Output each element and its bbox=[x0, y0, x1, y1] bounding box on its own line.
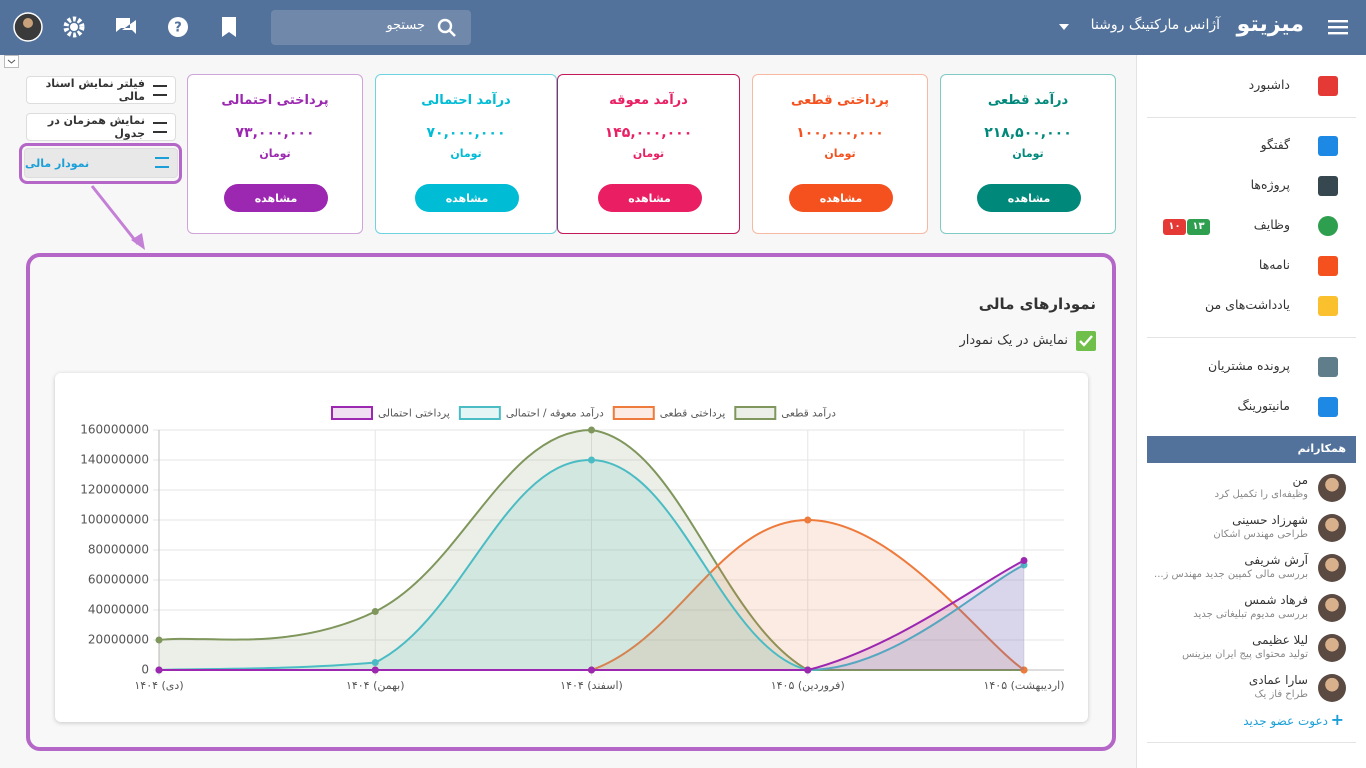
card-title: پرداختی قطعی bbox=[790, 93, 890, 108]
nav-item[interactable]: داشبورد bbox=[1248, 77, 1290, 92]
colleague-name[interactable]: لیلا عظیمی bbox=[1252, 633, 1308, 647]
colleague-status: طراح فاز یک bbox=[1254, 689, 1308, 700]
brand[interactable]: میزیتو bbox=[1236, 12, 1304, 37]
chart-card bbox=[55, 373, 1088, 722]
colleagues-title: همکارانم bbox=[1297, 442, 1346, 455]
summary-card: درآمد احتمالی ۷۰,۰۰۰,۰۰۰ تومان مشاهده bbox=[375, 74, 557, 234]
settings-icon[interactable] bbox=[63, 16, 85, 38]
card-amount: ۱۰۰,۰۰۰,۰۰۰ bbox=[796, 125, 884, 141]
highlight-frame bbox=[19, 143, 182, 184]
view-button[interactable]: مشاهده bbox=[977, 184, 1081, 212]
card-title: درآمد احتمالی bbox=[421, 93, 511, 108]
view-button[interactable]: مشاهده bbox=[597, 184, 702, 212]
help-icon[interactable] bbox=[168, 17, 188, 37]
invite-plus: + bbox=[1330, 710, 1344, 729]
search-icon bbox=[437, 18, 456, 37]
top-icons: ? bbox=[13, 12, 236, 42]
card-unit: تومان bbox=[824, 147, 856, 160]
colleague-avatar[interactable] bbox=[1318, 634, 1346, 662]
colleague-status: تولید محتوای پیج ایران بیزینس bbox=[1182, 649, 1308, 660]
summary-card: پرداختی احتمالی ۷۳,۰۰۰,۰۰۰ تومان مشاهده bbox=[187, 74, 363, 234]
nav-icon bbox=[1318, 357, 1338, 377]
card-amount: ۱۴۵,۰۰۰,۰۰۰ bbox=[604, 125, 693, 141]
search-box[interactable]: جستجو bbox=[271, 10, 471, 45]
nav-item[interactable]: وظایف bbox=[1253, 217, 1290, 232]
card-unit: تومان bbox=[1012, 147, 1044, 160]
nav-item[interactable]: گفتگو bbox=[1260, 137, 1290, 152]
colleague-avatar[interactable] bbox=[1318, 514, 1346, 542]
divider bbox=[1147, 337, 1356, 338]
colleagues-header: همکارانم bbox=[1147, 436, 1356, 463]
tool-button[interactable]: نمودار مالی bbox=[24, 148, 178, 178]
card-unit: تومان bbox=[632, 147, 665, 160]
tool-button[interactable]: نمایش همزمان در جدول bbox=[26, 113, 176, 141]
card-amount: ۷۰,۰۰۰,۰۰۰ bbox=[426, 125, 506, 141]
nav-item[interactable]: پرونده مشتریان bbox=[1208, 358, 1290, 373]
nav-icon bbox=[1318, 256, 1338, 276]
collapse-toggle[interactable] bbox=[4, 55, 20, 69]
card-title: درآمد معوقه bbox=[609, 93, 688, 108]
colleague-status: طراحی مهندس اشکان bbox=[1213, 529, 1308, 540]
tool-icon bbox=[153, 85, 167, 96]
bookmark-icon[interactable] bbox=[222, 17, 236, 37]
sidebar: داشبورد گفتگو پروژه‌ها وظایف نامه‌ها یادداشت‌… bbox=[1136, 55, 1366, 768]
nav-icon bbox=[1318, 136, 1338, 156]
card-title: پرداختی احتمالی bbox=[221, 93, 329, 108]
colleague-avatar[interactable] bbox=[1318, 594, 1346, 622]
colleague-name[interactable]: آرش شریفی bbox=[1244, 553, 1308, 567]
colleague-status: بررسی مدیوم تبلیغاتی جدید bbox=[1193, 609, 1308, 620]
tool-button[interactable]: فیلتر نمایش اسناد مالی bbox=[26, 76, 176, 104]
tool-icon bbox=[155, 157, 169, 168]
svg-text:?: ? bbox=[174, 21, 182, 36]
top-bar: میزیتو آژانس مارکتینگ روشنا جستجو ? bbox=[0, 0, 1366, 55]
divider bbox=[1147, 117, 1356, 118]
view-button[interactable]: مشاهده bbox=[789, 184, 893, 212]
chat-icon[interactable] bbox=[116, 18, 136, 34]
nav-item[interactable]: یادداشت‌های من bbox=[1204, 297, 1290, 312]
panel-title: نمودارهای مالی bbox=[978, 295, 1096, 313]
summary-card: درآمد معوقه ۱۴۵,۰۰۰,۰۰۰ تومان مشاهده bbox=[557, 74, 740, 234]
nav-item[interactable]: پروژه‌ها bbox=[1250, 177, 1290, 192]
org-name[interactable]: آژانس مارکتینگ روشنا bbox=[1090, 17, 1220, 33]
nav-item[interactable]: مانیتورینگ bbox=[1237, 398, 1290, 413]
card-title: درآمد قطعی bbox=[987, 93, 1069, 108]
card-amount: ۷۳,۰۰۰,۰۰۰ bbox=[235, 125, 315, 141]
invite-link[interactable]: دعوت عضو جدید bbox=[1243, 714, 1328, 728]
summary-card: پرداختی قطعی ۱۰۰,۰۰۰,۰۰۰ تومان مشاهده bbox=[752, 74, 928, 234]
colleague-name[interactable]: من bbox=[1292, 473, 1308, 487]
summary-card: درآمد قطعی ۲۱۸,۵۰۰,۰۰۰ تومان مشاهده bbox=[940, 74, 1116, 234]
nav-icon bbox=[1318, 176, 1338, 196]
view-button[interactable]: مشاهده bbox=[224, 184, 328, 212]
colleague-status: بررسی مالی کمپین جدید مهندس ز... bbox=[1154, 569, 1308, 580]
tool-icon bbox=[153, 122, 167, 133]
nav-item[interactable]: نامه‌ها bbox=[1258, 257, 1290, 272]
nav-icon bbox=[1318, 216, 1338, 236]
colleague-name[interactable]: سارا عمادی bbox=[1248, 673, 1308, 687]
checkbox[interactable] bbox=[1076, 331, 1096, 351]
checkbox-label[interactable]: نمایش در یک نمودار bbox=[959, 333, 1068, 348]
divider bbox=[1147, 742, 1356, 743]
org-dropdown[interactable] bbox=[1058, 22, 1070, 32]
colleague-avatar[interactable] bbox=[1318, 554, 1346, 582]
nav-icon bbox=[1318, 76, 1338, 96]
view-button[interactable]: مشاهده bbox=[415, 184, 519, 212]
nav-icon bbox=[1318, 296, 1338, 316]
colleague-status: وظیفه‌ای را تکمیل کرد bbox=[1214, 489, 1308, 500]
colleague-avatar[interactable] bbox=[1318, 474, 1346, 502]
card-unit: تومان bbox=[450, 147, 482, 160]
arrow bbox=[131, 233, 145, 250]
search-placeholder: جستجو bbox=[386, 18, 425, 33]
card-unit: تومان bbox=[259, 147, 291, 160]
colleague-name[interactable]: شهرزاد حسینی bbox=[1232, 513, 1308, 527]
menu-icon[interactable] bbox=[1328, 18, 1350, 36]
colleague-avatar[interactable] bbox=[1318, 674, 1346, 702]
colleague-name[interactable]: فرهاد شمس bbox=[1244, 593, 1308, 607]
task-badge: ۱۰ bbox=[1163, 219, 1186, 235]
nav-icon bbox=[1318, 397, 1338, 417]
card-amount: ۲۱۸,۵۰۰,۰۰۰ bbox=[984, 125, 1072, 141]
task-badge: ۱۳ bbox=[1187, 219, 1210, 235]
chart-panel: نمودارهای مالی نمایش در یک نمودار bbox=[26, 253, 1116, 751]
